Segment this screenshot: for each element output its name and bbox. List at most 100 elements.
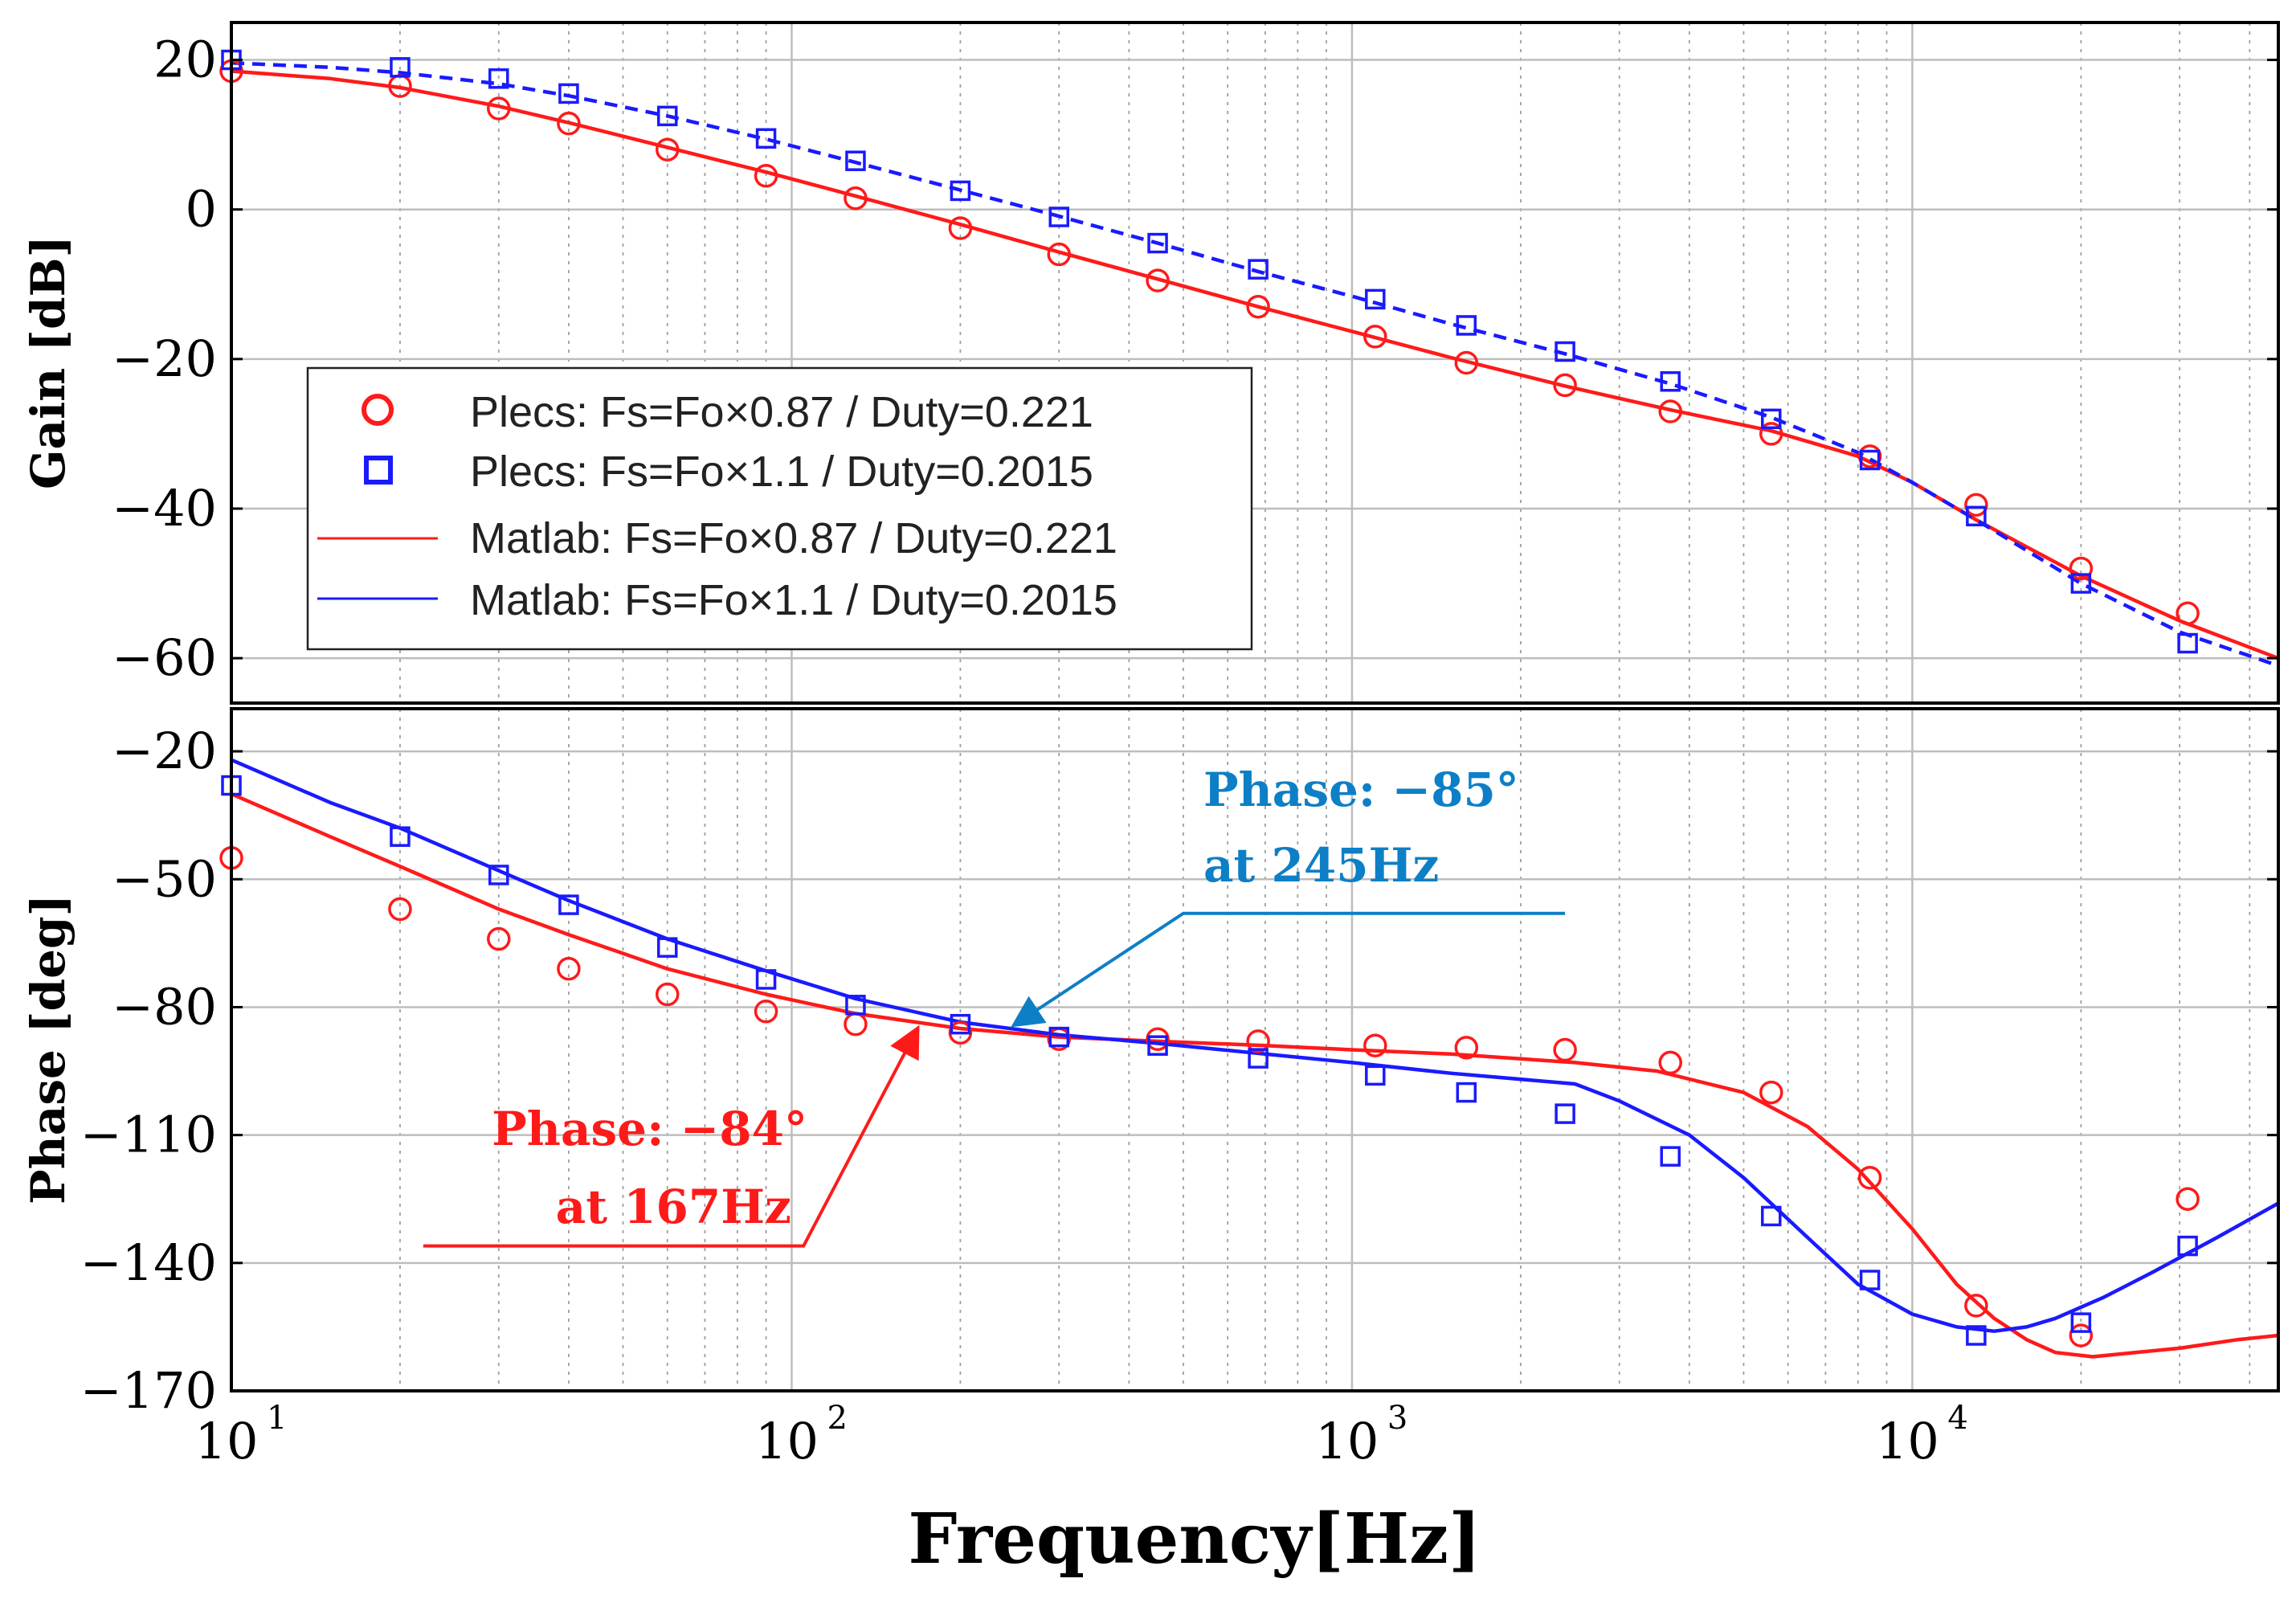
data-point-circle [1246,1029,1270,1053]
gain-y-ticks: 20 0 −20 −40 −60 [112,31,2278,687]
data-point-square [390,57,411,78]
data-point-square [1048,1026,1069,1048]
x-tick-label: 10 [755,1412,819,1470]
data-point-circle [1759,422,1783,446]
data-point-square [488,68,509,89]
data-point-circle [754,999,778,1024]
phase-ylabel: Phase [deg] [21,894,76,1204]
data-point-square [1966,1325,1987,1346]
annotation-red-line2: at 167Hz [556,1180,791,1234]
data-point-square [845,150,866,171]
data-point-circle [655,982,680,1007]
data-point-circle [2069,556,2094,581]
data-point-square [2177,632,2198,654]
y-tick-label: −140 [80,1233,217,1292]
data-point-circle [1363,1033,1387,1057]
annotation-blue: Phase: −85° at 245Hz [1011,763,1566,1028]
annotation-red-leader [423,1024,920,1248]
data-point-circle [1658,399,1682,423]
x-tick-labels: 10 1 10 2 10 3 10 4 [195,1400,1968,1470]
data-point-square [1048,207,1069,227]
x-tick-label: 10 [1876,1412,1939,1470]
legend-label-plecs-11: Plecs: Fs=Fo×1.1 / Duty=0.2015 [470,448,1093,496]
data-point-circle [388,897,412,922]
x-tick-exponent: 4 [1947,1400,1967,1437]
data-point-square [1147,232,1168,254]
data-point-square [1761,1205,1782,1227]
data-point-circle [557,956,581,981]
data-point-square [1859,449,1881,471]
legend-square-marker [364,456,393,485]
data-point-square [2070,1312,2092,1333]
y-tick-label: 20 [153,31,217,89]
y-tick-label: −80 [112,977,217,1036]
data-point-square [1554,341,1575,362]
x-tick-exponent: 2 [827,1400,847,1437]
data-point-circle [948,1020,973,1045]
data-point-square [1365,288,1386,310]
y-tick-label: −40 [112,479,217,538]
data-point-square [558,83,579,104]
x-axis-label: Frequency[Hz] [908,1499,1481,1580]
data-point-square [2177,1235,2198,1257]
data-point-circle [754,164,778,188]
data-point-square [1859,1270,1881,1290]
data-point-circle [1363,325,1387,349]
legend-label-matlab-11: Matlab: Fs=Fo×1.1 / Duty=0.2015 [470,576,1117,624]
data-point-circle [1553,373,1577,398]
data-point-circle [487,926,511,951]
data-point-circle [1857,444,1882,468]
data-point-square [1365,1065,1386,1086]
data-point-circle [487,96,511,121]
y-tick-label: −20 [112,329,217,388]
legend-circle-marker [362,394,394,426]
phase-y-ticks: −20 −50 −80 −110 −140 −170 [80,722,2278,1420]
y-tick-label: −60 [112,628,217,687]
y-tick-label: 0 [186,180,217,239]
x-tick-label: 10 [195,1412,259,1470]
phase-panel: −20−50−80−110−140−170 10 1 10 2 10 3 10 4 Phase… [21,707,2280,1580]
data-point-circle [1146,268,1170,292]
data-point-circle [1146,1027,1170,1051]
data-point-square [656,937,678,958]
data-point-square [755,128,777,149]
data-point-square [1456,315,1477,336]
data-point-square [950,1013,971,1035]
legend-label-plecs-087: Plecs: Fs=Fo×0.87 / Duty=0.221 [470,388,1093,436]
data-point-circle [1553,1037,1577,1062]
gain-axes-frame [230,21,2280,705]
annotations: Phase: −85° at 245Hz Phase: −84° at 167H… [423,763,1566,1248]
y-tick-label: −170 [80,1361,217,1420]
data-point-circle [1857,1165,1882,1190]
x-tick-exponent: 3 [1387,1400,1407,1437]
data-point-square [1966,505,1987,527]
data-point-circle [557,111,581,136]
annotation-blue-line1: Phase: −85° [1203,763,1519,817]
data-point-square [845,995,866,1016]
data-point-square [1456,1082,1477,1103]
data-point-circle [948,216,973,240]
data-point-square [390,826,411,847]
phase-series [219,758,2280,1359]
legend-label-matlab-087: Matlab: Fs=Fo×0.87 / Duty=0.221 [470,514,1117,562]
gain-ylabel: Gain [dB] [21,235,76,489]
data-point-square [1248,259,1269,280]
data-point-circle [1246,294,1270,319]
data-point-square [1147,1035,1168,1056]
data-point-square [1660,1146,1681,1167]
data-point-square [1660,371,1681,392]
data-point-circle [1658,1050,1682,1075]
data-point-square [1554,1103,1575,1124]
data-point-circle [1454,350,1479,375]
data-point-circle [2175,1187,2200,1211]
legend: Plecs: Fs=Fo×0.87 / Duty=0.221 Plecs: Fs… [306,366,1253,651]
data-point-square [950,180,971,202]
data-point-circle [2069,1323,2094,1347]
data-point-circle [1759,1080,1783,1105]
legend-box [306,366,1253,651]
data-point-circle [1047,242,1071,267]
data-point-square [656,105,678,127]
y-tick-label: −50 [112,849,217,908]
